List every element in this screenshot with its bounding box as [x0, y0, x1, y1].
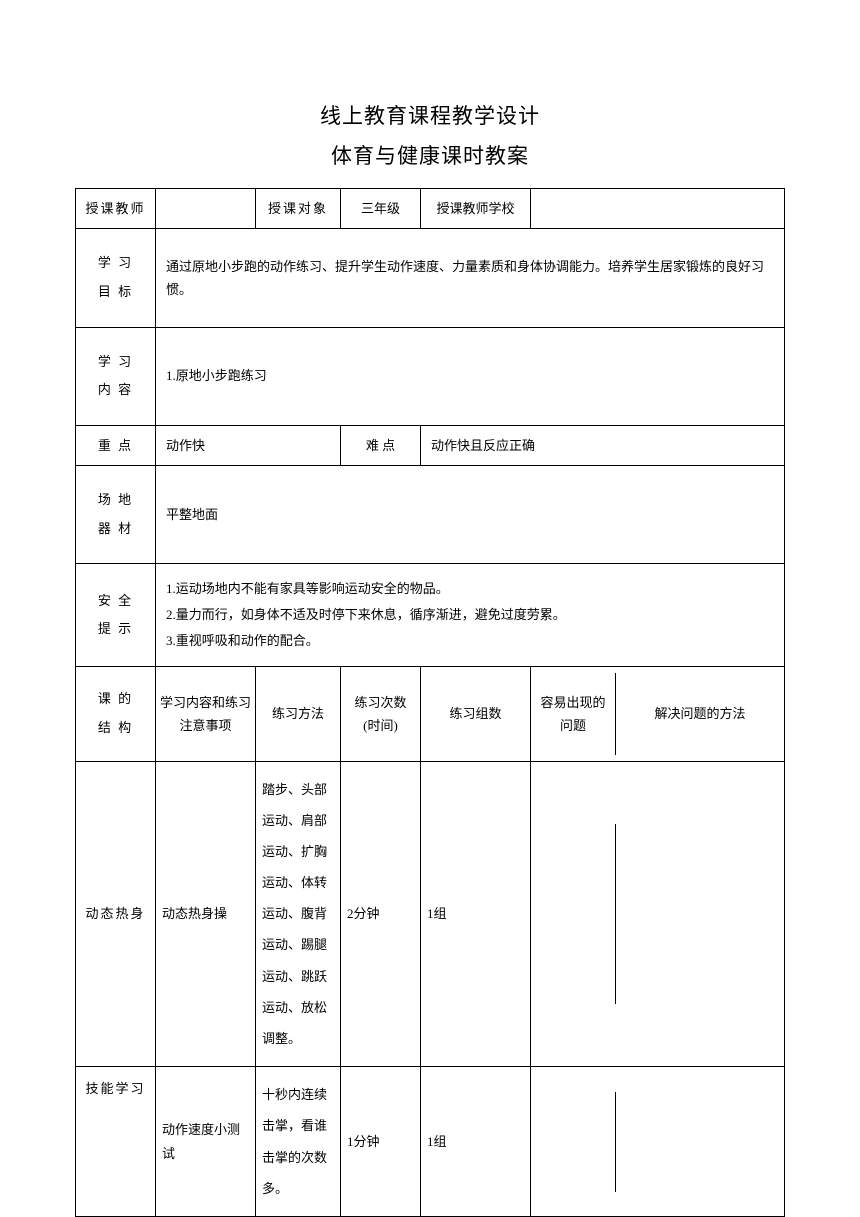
- skill-issues-solutions: [531, 1067, 785, 1216]
- lesson-plan-table: 授课教师 授课对象 三年级 授课教师学校 学 习 目 标 通过原地小步跑的动作练…: [75, 188, 785, 1217]
- safety-content: 1.运动场地内不能有家具等影响运动安全的物品。 2.量力而行，如身体不适及时停下…: [156, 564, 785, 667]
- safety-label-2: 提 示: [82, 615, 149, 644]
- school-label: 授课教师学校: [421, 189, 531, 229]
- target-label: 授课对象: [256, 189, 341, 229]
- col1-line2: 注意事项: [160, 714, 251, 737]
- school-value: [531, 189, 785, 229]
- teacher-label: 授课教师: [76, 189, 156, 229]
- warmup-method: 踏步、头部运动、肩部运动、扩胸运动、体转运动、腹背运动、踢腿运动、跳跃运动、放松…: [256, 761, 341, 1067]
- safety-label: 安 全 提 示: [76, 564, 156, 667]
- structure-col2: 练习方法: [256, 667, 341, 761]
- safety-item-2: 2.量力而行，如身体不适及时停下来休息，循序渐进，避免过度劳累。: [166, 602, 774, 628]
- objectives-content: 通过原地小步跑的动作练习、提升学生动作速度、力量素质和身体协调能力。培养学生居家…: [156, 229, 785, 327]
- objectives-label: 学 习 目 标: [76, 229, 156, 327]
- warmup-content: 动态热身操: [156, 761, 256, 1067]
- warmup-time: 2分钟: [341, 761, 421, 1067]
- warmup-groups: 1组: [421, 761, 531, 1067]
- structure-col3: 练习次数 (时间): [341, 667, 421, 761]
- content-label: 学 习 内 容: [76, 327, 156, 425]
- col1-line1: 学习内容和练习: [160, 691, 251, 714]
- safety-item-3: 3.重视呼吸和动作的配合。: [166, 628, 774, 654]
- key-content: 动作快: [156, 425, 341, 465]
- structure-col6: 解决问题的方法: [654, 702, 745, 725]
- content-label-1: 学 习: [82, 348, 149, 377]
- content-text: 1.原地小步跑练习: [156, 327, 785, 425]
- venue-label-1: 场 地: [82, 486, 149, 515]
- skill-groups: 1组: [421, 1067, 531, 1216]
- objectives-row: 学 习 目 标 通过原地小步跑的动作练习、提升学生动作速度、力量素质和身体协调能…: [76, 229, 785, 327]
- warmup-solutions: [616, 824, 784, 1004]
- skill-issues: [531, 1092, 616, 1192]
- teacher-value: [156, 189, 256, 229]
- col3-line2: (时间): [345, 714, 416, 737]
- structure-label-2: 结 构: [80, 714, 151, 743]
- content-row: 学 习 内 容 1.原地小步跑练习: [76, 327, 785, 425]
- safety-row: 安 全 提 示 1.运动场地内不能有家具等影响运动安全的物品。 2.量力而行，如…: [76, 564, 785, 667]
- venue-row: 场 地 器 材 平整地面: [76, 466, 785, 564]
- col5-line1: 容易出现的: [535, 691, 611, 714]
- structure-label: 课 的 结 构: [76, 667, 156, 761]
- skill-content: 动作速度小测试: [156, 1067, 256, 1216]
- target-value: 三年级: [341, 189, 421, 229]
- skill-method: 十秒内连续击掌，看谁击掌的次数多。: [256, 1067, 341, 1216]
- col3-line1: 练习次数: [345, 691, 416, 714]
- skill-row: 动作速度小测试 十秒内连续击掌，看谁击掌的次数多。 1分钟 1组: [76, 1067, 785, 1216]
- objectives-label-2: 目 标: [82, 278, 149, 307]
- col5-line2: 问题: [535, 714, 611, 737]
- venue-content: 平整地面: [156, 466, 785, 564]
- keypoints-row: 重 点 动作快 难 点 动作快且反应正确: [76, 425, 785, 465]
- structure-col4: 练习组数: [421, 667, 531, 761]
- content-label-2: 内 容: [82, 376, 149, 405]
- warmup-label: 动态热身: [76, 761, 156, 1067]
- venue-label: 场 地 器 材: [76, 466, 156, 564]
- teacher-info-row: 授课教师 授课对象 三年级 授课教师学校: [76, 189, 785, 229]
- diff-label: 难 点: [341, 425, 421, 465]
- structure-col1: 学习内容和练习 注意事项: [156, 667, 256, 761]
- objectives-label-1: 学 习: [82, 249, 149, 278]
- warmup-issues-solutions: [531, 761, 785, 1067]
- structure-header-row: 课 的 结 构 学习内容和练习 注意事项 练习方法 练习次数 (时间) 练习组数…: [76, 667, 785, 761]
- warmup-issues: [531, 824, 616, 1004]
- structure-col5: 容易出现的 问题 解决问题的方法: [531, 667, 785, 761]
- warmup-row: 动态热身 动态热身操 踏步、头部运动、肩部运动、扩胸运动、体转运动、腹背运动、踢…: [76, 761, 785, 1067]
- safety-label-1: 安 全: [82, 587, 149, 616]
- key-label: 重 点: [76, 425, 156, 465]
- skill-time: 1分钟: [341, 1067, 421, 1216]
- skill-solutions: [616, 1092, 784, 1192]
- skill-label: 技能学习: [76, 1067, 156, 1217]
- main-title: 线上教育课程教学设计: [75, 100, 785, 130]
- safety-item-1: 1.运动场地内不能有家具等影响运动安全的物品。: [166, 576, 774, 602]
- structure-label-1: 课 的: [80, 685, 151, 714]
- diff-content: 动作快且反应正确: [421, 425, 785, 465]
- sub-title: 体育与健康课时教案: [75, 140, 785, 170]
- venue-label-2: 器 材: [82, 515, 149, 544]
